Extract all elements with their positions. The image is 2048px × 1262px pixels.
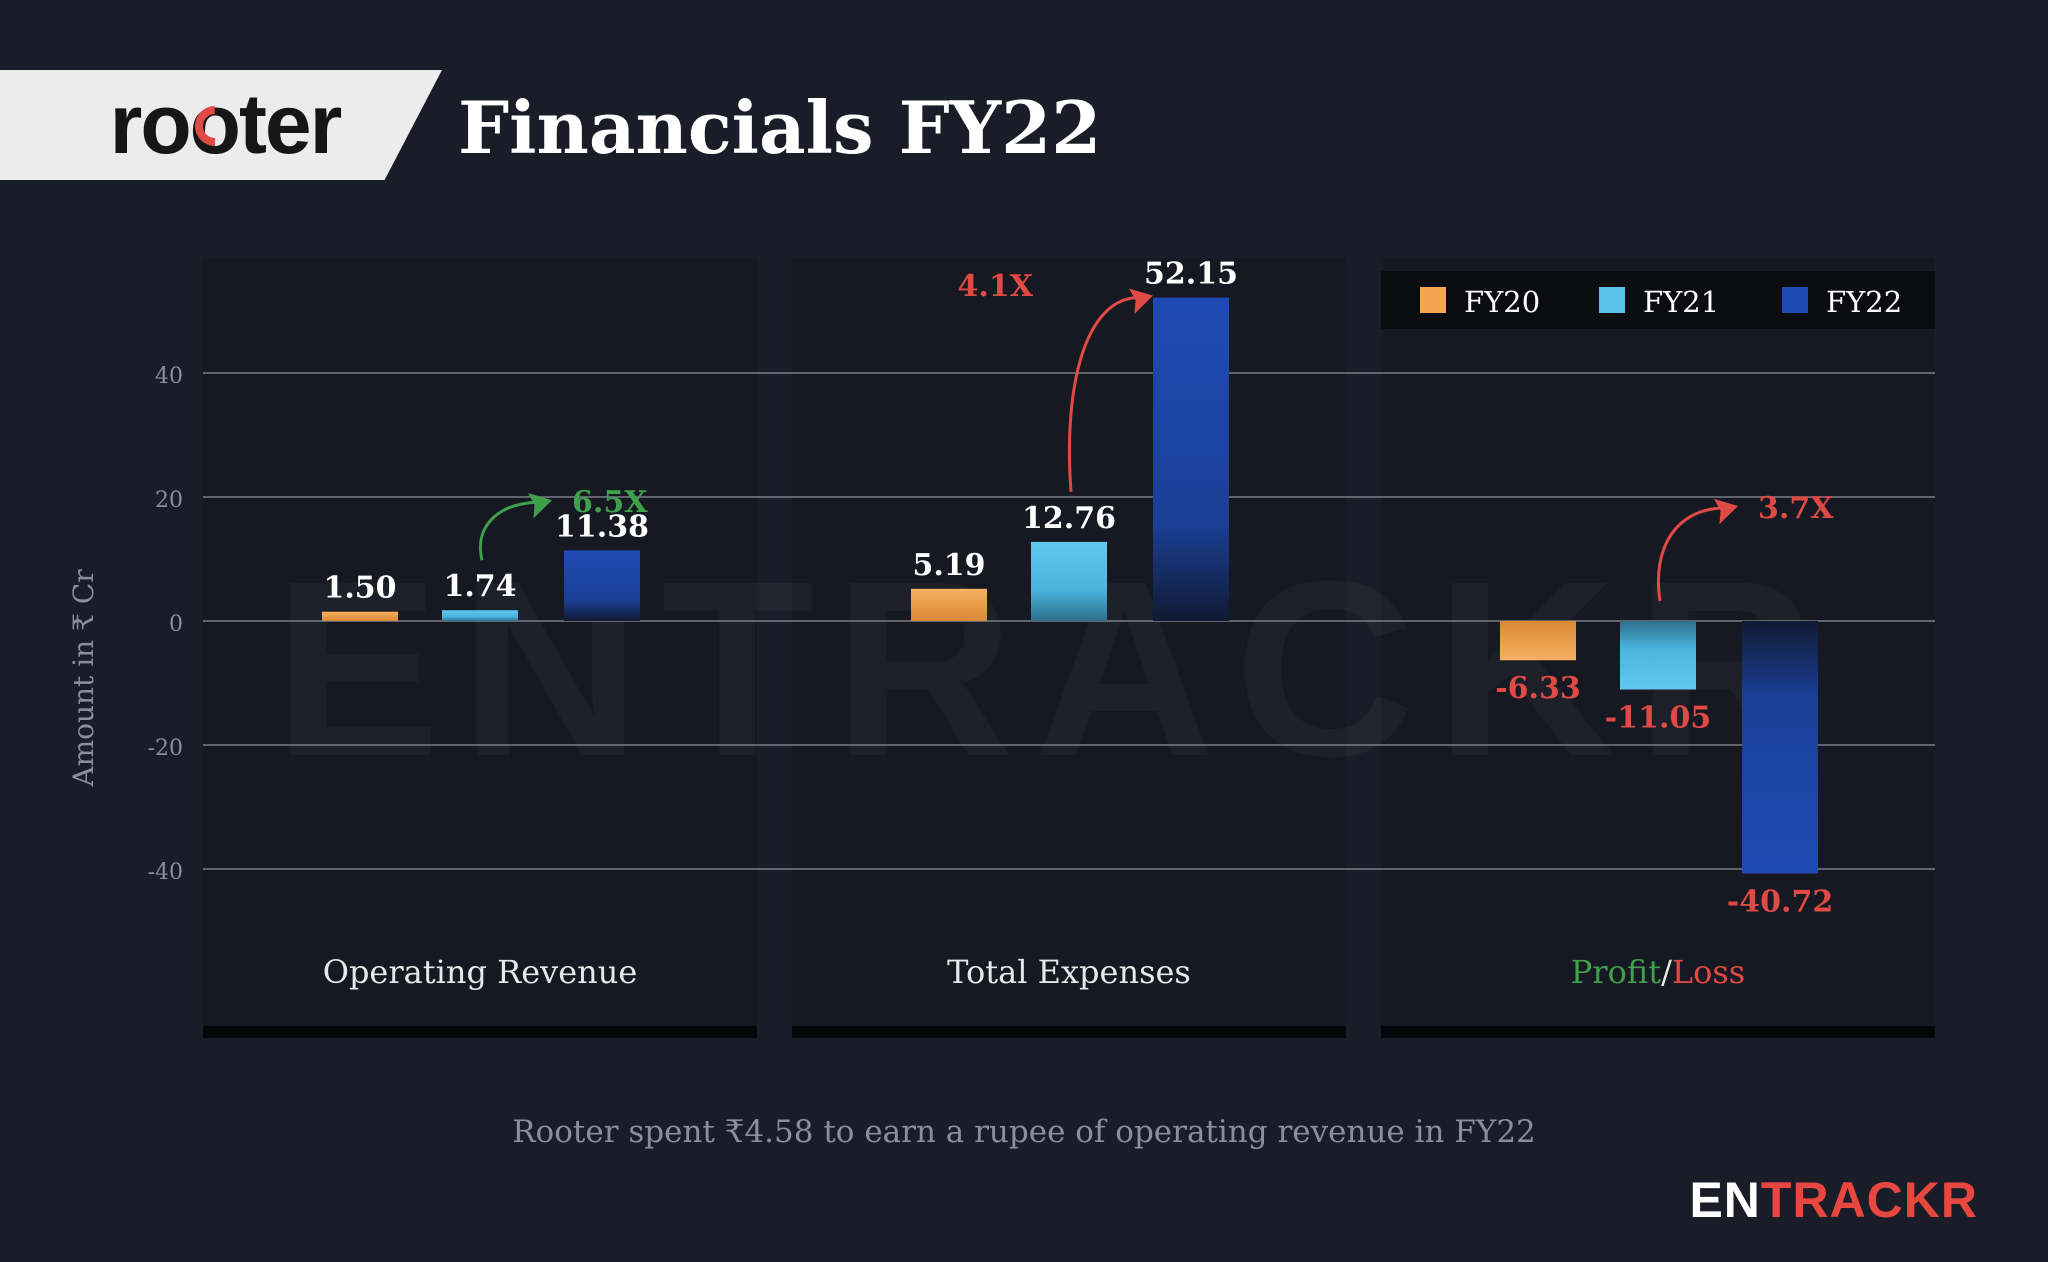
bar bbox=[1620, 621, 1696, 690]
y-tick-label: -20 bbox=[148, 736, 183, 761]
growth-arrow bbox=[479, 500, 537, 561]
y-axis-title: Amount in ₹ Cr bbox=[67, 569, 100, 788]
data-label: -40.72 bbox=[1727, 884, 1833, 919]
data-label: 11.38 bbox=[555, 509, 649, 544]
category-label: Operating Revenue bbox=[323, 953, 638, 991]
page-title: Financials FY22 bbox=[458, 85, 1101, 170]
data-label: -6.33 bbox=[1495, 671, 1581, 706]
growth-multiplier: 3.7X bbox=[1758, 491, 1834, 526]
growth-multiplier: 4.1X bbox=[958, 269, 1034, 304]
bar bbox=[1500, 621, 1576, 661]
growth-arrowhead-icon bbox=[1713, 498, 1738, 525]
bar bbox=[442, 610, 518, 621]
brand-banner bbox=[0, 70, 442, 180]
category-label-part: / bbox=[1661, 953, 1672, 991]
data-label: 5.19 bbox=[912, 548, 985, 583]
panel-baseline-1 bbox=[792, 1026, 1346, 1038]
y-tick-label: -40 bbox=[148, 860, 183, 885]
legend-swatch bbox=[1782, 287, 1808, 313]
data-label: 12.76 bbox=[1022, 501, 1116, 536]
bar bbox=[911, 588, 987, 621]
growth-multiplier: 6.5X bbox=[572, 485, 648, 520]
data-label: 1.74 bbox=[443, 569, 516, 604]
data-label: 52.15 bbox=[1144, 257, 1238, 292]
brand-logo-accent-icon bbox=[195, 106, 235, 146]
caption: Rooter spent ₹4.58 to earn a rupee of op… bbox=[512, 1114, 1536, 1150]
legend-label: FY22 bbox=[1826, 285, 1902, 319]
legend-label: FY20 bbox=[1464, 285, 1540, 319]
publisher-logo: ENTRACKR bbox=[1689, 1172, 1978, 1228]
data-label: -11.05 bbox=[1605, 701, 1711, 736]
y-tick-label: 40 bbox=[155, 364, 183, 389]
category-label-part: Operating Revenue bbox=[323, 953, 638, 991]
panel-baseline-0 bbox=[203, 1026, 757, 1038]
legend-label: FY21 bbox=[1643, 285, 1719, 319]
legend-box bbox=[1381, 271, 1935, 329]
panel-0 bbox=[203, 258, 757, 1038]
y-tick-label: 0 bbox=[169, 612, 183, 637]
category-label: Total Expenses bbox=[947, 953, 1191, 991]
bar bbox=[1153, 297, 1229, 621]
growth-arrowhead-icon bbox=[1128, 288, 1153, 314]
growth-arrowhead-icon bbox=[527, 493, 552, 519]
brand-logo: rooter bbox=[110, 77, 342, 171]
category-label: Profit/Loss bbox=[1571, 953, 1745, 991]
legend-swatch bbox=[1599, 287, 1625, 313]
publisher-logo-suffix: TRACKR bbox=[1761, 1172, 1978, 1228]
publisher-logo-prefix: EN bbox=[1689, 1172, 1760, 1228]
category-label-part: Loss bbox=[1672, 953, 1745, 991]
bar bbox=[564, 550, 640, 621]
growth-arrow bbox=[1656, 506, 1723, 602]
panel-1 bbox=[792, 258, 1346, 1038]
panel-baseline-2 bbox=[1381, 1026, 1935, 1038]
bar bbox=[1031, 541, 1107, 621]
bar bbox=[1742, 621, 1818, 874]
growth-arrow bbox=[1067, 296, 1138, 492]
data-label: 1.50 bbox=[323, 571, 396, 606]
category-label-part: Total Expenses bbox=[947, 953, 1191, 991]
legend-swatch bbox=[1420, 287, 1446, 313]
bar bbox=[322, 611, 398, 621]
category-label-part: Profit bbox=[1571, 953, 1661, 991]
y-tick-label: 20 bbox=[155, 488, 183, 513]
